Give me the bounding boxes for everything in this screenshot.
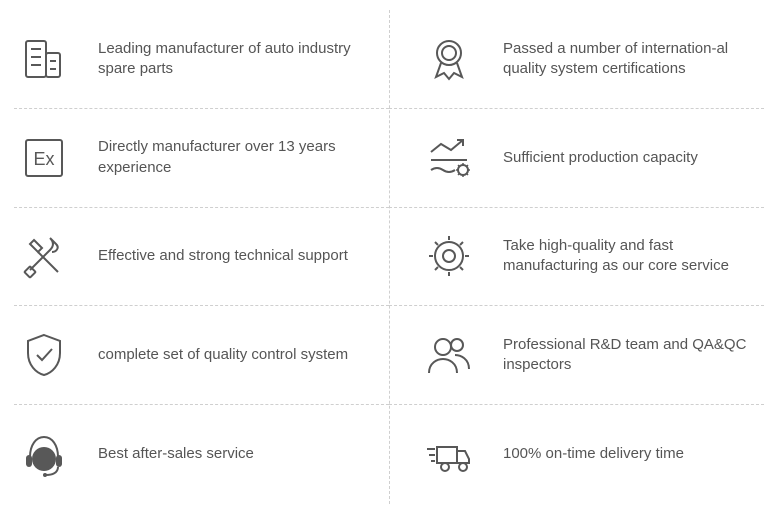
team-icon (423, 329, 475, 381)
feature-item: Professional R&D team and QA&QC inspecto… (389, 306, 764, 405)
feature-text: Professional R&D team and QA&QC inspecto… (503, 335, 748, 376)
gear-icon (423, 230, 475, 282)
tools-icon (18, 230, 70, 282)
feature-text: complete set of quality control system (98, 345, 348, 365)
capacity-icon (423, 132, 475, 184)
truck-icon (423, 429, 475, 481)
feature-item: 100% on-time delivery time (389, 405, 764, 504)
ex-hazard-icon: Ex (18, 132, 70, 184)
feature-item: complete set of quality control system (14, 306, 389, 405)
factory-icon (18, 33, 70, 85)
feature-text: Passed a number of internation-al qualit… (503, 39, 748, 80)
feature-item: Sufficient production capacity (389, 109, 764, 208)
feature-text: Leading manufacturer of auto industry sp… (98, 39, 358, 80)
feature-text: Sufficient production capacity (503, 148, 698, 168)
feature-text: 100% on-time delivery time (503, 444, 684, 464)
feature-item: Take high-quality and fast manufacturing… (389, 208, 764, 307)
shield-icon (18, 329, 70, 381)
award-icon (423, 33, 475, 85)
feature-text: Best after-sales service (98, 444, 254, 464)
feature-text: Effective and strong technical support (98, 246, 348, 266)
feature-item: Passed a number of internation-al qualit… (389, 10, 764, 109)
feature-item: Best after-sales service (14, 405, 389, 504)
svg-text:Ex: Ex (33, 149, 54, 169)
feature-item: Effective and strong technical support (14, 208, 389, 307)
feature-grid: Leading manufacturer of auto industry sp… (14, 10, 764, 504)
headset-icon (18, 429, 70, 481)
feature-text: Directly manufacturer over 13 years expe… (98, 137, 358, 178)
feature-text: Take high-quality and fast manufacturing… (503, 236, 748, 277)
feature-item: Ex Directly manufacturer over 13 years e… (14, 109, 389, 208)
feature-item: Leading manufacturer of auto industry sp… (14, 10, 389, 109)
